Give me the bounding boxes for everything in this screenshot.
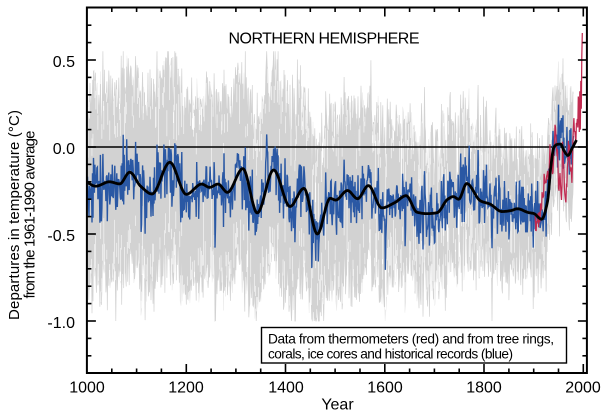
svg-text:from the 1961-1990 average: from the 1961-1990 average: [22, 131, 39, 299]
svg-text:0.5: 0.5: [53, 54, 75, 71]
svg-text:1600: 1600: [367, 379, 403, 396]
svg-text:2000: 2000: [565, 379, 601, 396]
svg-text:-0.5: -0.5: [47, 228, 75, 245]
svg-text:Year: Year: [321, 397, 354, 412]
svg-text:1200: 1200: [168, 379, 204, 396]
svg-text:Departures in temperature (°C): Departures in temperature (°C): [6, 110, 23, 320]
svg-text:corals, ice cores and historic: corals, ice cores and historical records…: [268, 347, 513, 362]
svg-text:-1.0: -1.0: [47, 315, 75, 332]
svg-text:NORTHERN HEMISPHERE: NORTHERN HEMISPHERE: [229, 30, 420, 47]
svg-text:1400: 1400: [268, 379, 304, 396]
svg-text:1000: 1000: [69, 379, 105, 396]
svg-text:Data from thermometers (red) a: Data from thermometers (red) and from tr…: [268, 332, 554, 347]
svg-text:0.0: 0.0: [53, 141, 75, 158]
svg-text:1800: 1800: [466, 379, 502, 396]
